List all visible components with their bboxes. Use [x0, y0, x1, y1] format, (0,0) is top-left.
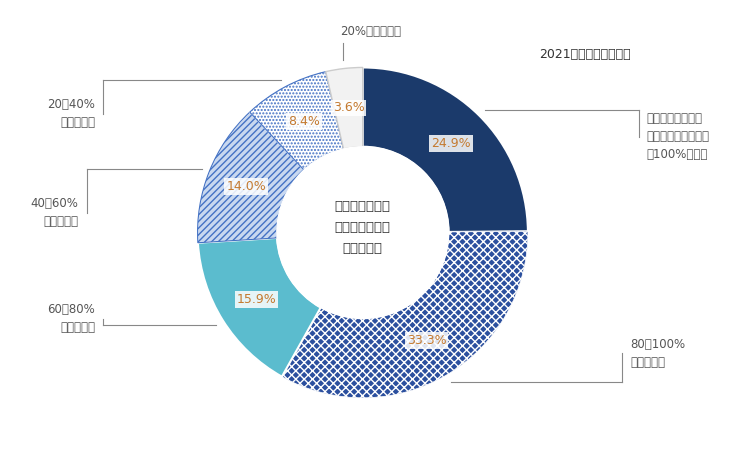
Text: 3.6%: 3.6% — [332, 101, 364, 114]
Text: 33.3%: 33.3% — [407, 334, 447, 347]
Text: 24.9%: 24.9% — [431, 137, 471, 150]
Wedge shape — [197, 112, 304, 243]
Wedge shape — [282, 231, 528, 398]
Text: 20〜40%
未満の世帯: 20〜40% 未満の世帯 — [47, 98, 95, 129]
Wedge shape — [282, 231, 528, 398]
Wedge shape — [250, 72, 344, 170]
Wedge shape — [198, 238, 321, 377]
Text: 80〜100%
未満の世帯: 80〜100% 未満の世帯 — [630, 338, 686, 369]
Text: 60〜80%
未満の世帯: 60〜80% 未満の世帯 — [47, 303, 95, 334]
Wedge shape — [363, 68, 528, 232]
Text: 20%未満の世帯: 20%未満の世帯 — [341, 25, 401, 37]
Text: 2021（令和３）年調査: 2021（令和３）年調査 — [539, 48, 630, 61]
Text: 公的年金・恩給の
総所得に占める割合
が100%の世帯: 公的年金・恩給の 総所得に占める割合 が100%の世帯 — [647, 112, 710, 161]
Circle shape — [277, 147, 449, 319]
Text: 14.0%: 14.0% — [226, 180, 266, 193]
Wedge shape — [326, 68, 363, 149]
Text: 15.9%: 15.9% — [237, 293, 276, 306]
Text: 公的年金・恩給
を受給している
高齢者世帯: 公的年金・恩給 を受給している 高齢者世帯 — [335, 200, 391, 255]
Text: 8.4%: 8.4% — [288, 115, 320, 128]
Text: 40〜60%
未満の世帯: 40〜60% 未満の世帯 — [30, 197, 79, 228]
